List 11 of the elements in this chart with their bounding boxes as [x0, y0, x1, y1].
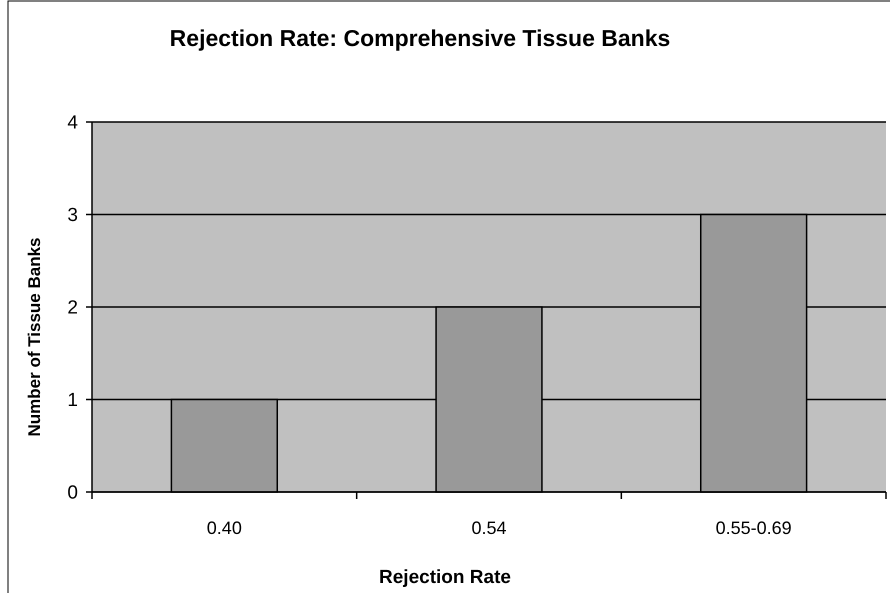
chart-title: Rejection Rate: Comprehensive Tissue Banks	[170, 25, 670, 51]
y-tick-label: 1	[67, 390, 78, 412]
y-tick-label: 2	[67, 298, 78, 319]
y-tick-label: 3	[67, 205, 78, 226]
y-axis-title: Number of Tissue Banks	[25, 237, 44, 437]
y-tick-label: 4	[67, 112, 78, 134]
x-tick-label: 0.40	[206, 518, 242, 538]
x-axis-title: Rejection Rate	[379, 567, 511, 588]
x-tick-label: 0.54	[471, 518, 507, 538]
y-tick-label: 0	[67, 482, 78, 504]
x-tick-label: 0.55-0.69	[716, 518, 792, 538]
